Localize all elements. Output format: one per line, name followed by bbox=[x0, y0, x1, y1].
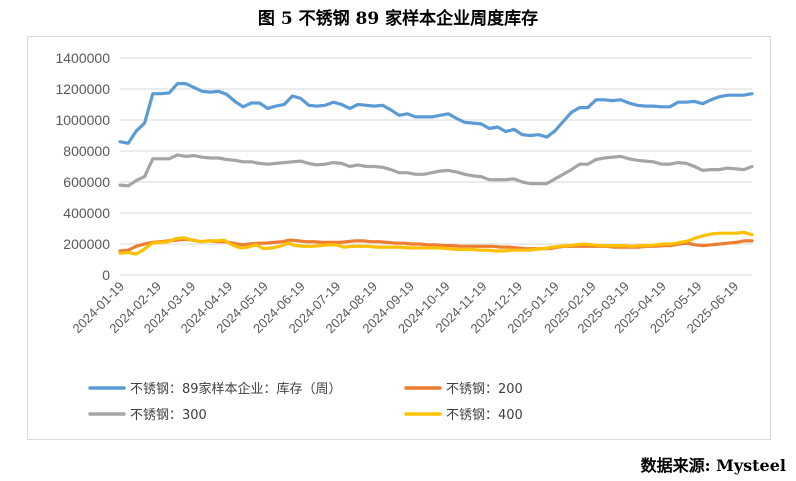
series-line-4 bbox=[118, 230, 754, 256]
series-line-3 bbox=[118, 153, 754, 188]
legend-label-4: 不锈钢：400 bbox=[446, 408, 523, 423]
x-axis: 2024-01-192024-02-192024-03-192024-04-19… bbox=[69, 274, 752, 336]
chart-frame bbox=[27, 36, 771, 440]
y-axis: 0 200000 400000 600000 800000 1000000 1200000 1… bbox=[55, 50, 110, 283]
legend: 不锈钢：89家样本企业：库存（周） 不锈钢：200 不锈钢：300 不锈钢：400 bbox=[88, 381, 523, 423]
legend-label-1: 不锈钢：89家样本企业：库存（周） bbox=[130, 381, 342, 397]
chart-title: 图 5 不锈钢 89 家样本企业周度库存 bbox=[257, 9, 539, 29]
y-tick-label: 400000 bbox=[63, 205, 110, 221]
legend-label-3: 不锈钢：300 bbox=[130, 408, 207, 423]
y-tick-label: 0 bbox=[102, 267, 110, 283]
series-lines bbox=[118, 81, 754, 256]
legend-label-2: 不锈钢：200 bbox=[446, 382, 523, 397]
y-tick-label: 1400000 bbox=[55, 50, 110, 66]
y-tick-label: 800000 bbox=[63, 143, 110, 159]
y-tick-label: 200000 bbox=[63, 236, 110, 252]
y-tick-label: 1200000 bbox=[55, 81, 110, 97]
source-note: 数据来源: Mysteel bbox=[640, 456, 786, 475]
y-tick-label: 600000 bbox=[63, 174, 110, 190]
series-line-1 bbox=[118, 81, 754, 145]
y-tick-label: 1000000 bbox=[55, 112, 110, 128]
